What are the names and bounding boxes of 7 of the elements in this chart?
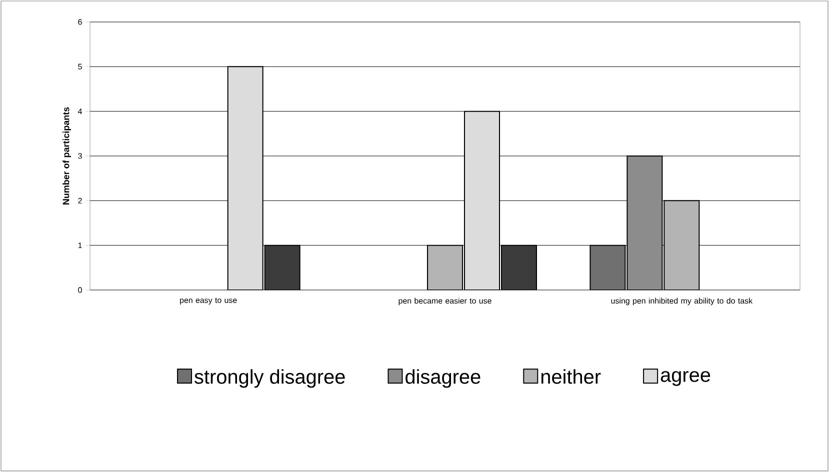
legend-label: strongly disagree <box>194 369 345 388</box>
y-axis-title: Number of participants <box>62 107 71 204</box>
legend-label: neither <box>541 369 601 384</box>
legend-label: agree <box>660 371 710 386</box>
bar <box>264 244 300 290</box>
legend-label: disagree <box>406 369 480 388</box>
bar <box>500 244 537 290</box>
